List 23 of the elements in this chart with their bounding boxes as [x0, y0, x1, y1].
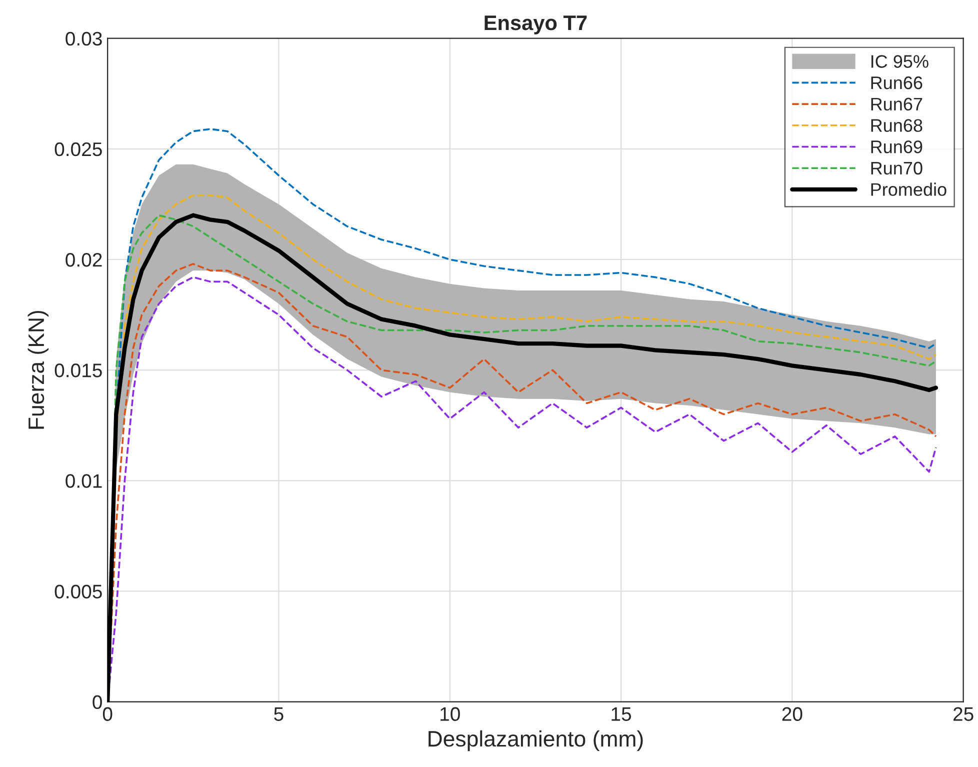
x-tick-label: 25 — [953, 707, 974, 721]
legend-label: Run66 — [871, 76, 922, 90]
y-axis-title: Fuerza (KN) — [28, 310, 48, 429]
legend-label: Run68 — [871, 119, 922, 132]
y-tick-label: 0.025 — [54, 142, 102, 156]
y-tick-label: 0.005 — [54, 584, 102, 598]
y-tick-label: 0 — [92, 695, 102, 710]
x-tick-label: 10 — [440, 707, 460, 721]
x-tick-label: 20 — [782, 707, 802, 721]
y-tick-label: 0.03 — [66, 32, 102, 46]
legend-label: Promedio — [871, 182, 946, 196]
annotation: IC 95% — [871, 55, 928, 68]
legend-label: Run70 — [871, 162, 922, 175]
x-tick-label: 0 — [102, 707, 112, 721]
chart-title: Ensayo T7 — [484, 16, 587, 34]
y-tick-label: 0.015 — [54, 364, 102, 378]
legend-label: Run67 — [871, 98, 922, 111]
x-axis-title: Desplazamiento (mm) — [428, 730, 643, 752]
legend-label: Run69 — [871, 140, 922, 154]
x-tick-label: 5 — [274, 707, 284, 721]
y-tick-label: 0.02 — [66, 252, 102, 267]
x-tick-label: 15 — [612, 707, 632, 721]
y-tick-label: 0.01 — [66, 474, 102, 488]
